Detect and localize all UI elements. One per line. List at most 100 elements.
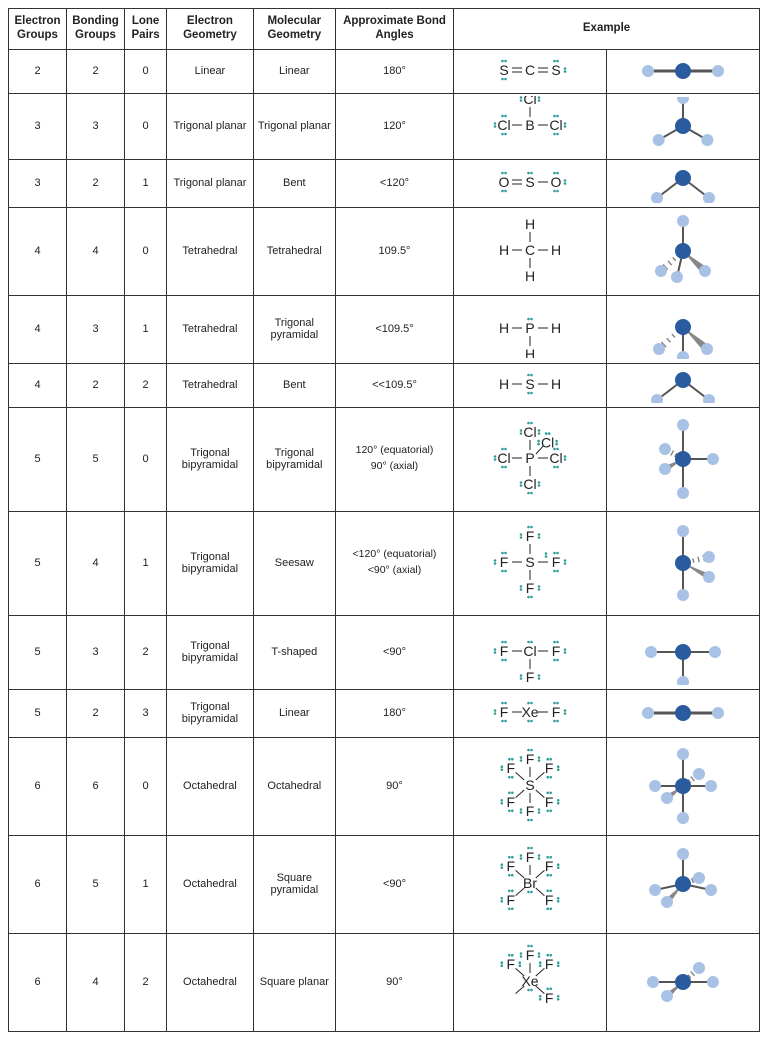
cell-bond-angles: <120° [335, 159, 453, 207]
svg-text:F: F [526, 528, 535, 544]
cell-lewis-structure: BrFFFFF [454, 835, 607, 933]
svg-text:Br: Br [523, 875, 537, 891]
cell-bond-angles: 90° [335, 737, 453, 835]
cell-bond-angles: <<109.5° [335, 363, 453, 407]
cell-electron-geometry: Tetrahedral [167, 363, 253, 407]
cell-bond-angles: <120° (equatorial)<90° (axial) [335, 511, 453, 615]
cell-bond-angles: <90° [335, 835, 453, 933]
svg-text:F: F [507, 858, 516, 874]
svg-text:F: F [552, 554, 561, 570]
cell-bonding-groups: 2 [67, 689, 125, 737]
cell-electron-groups: 3 [9, 159, 67, 207]
cell-lewis-structure: CSS [454, 49, 607, 93]
cell-electron-groups: 2 [9, 49, 67, 93]
cell-ball-stick-model [607, 737, 760, 835]
svg-text:F: F [526, 803, 535, 819]
svg-text:H: H [499, 376, 509, 392]
svg-text:F: F [526, 849, 535, 865]
cell-lone-pairs: 2 [125, 933, 167, 1031]
cell-molecular-geometry: Trigonal planar [253, 93, 335, 159]
cell-electron-geometry: Linear [167, 49, 253, 93]
svg-text:H: H [525, 216, 535, 232]
cell-ball-stick-model [607, 835, 760, 933]
cell-molecular-geometry: Bent [253, 159, 335, 207]
cell-lone-pairs: 1 [125, 511, 167, 615]
cell-electron-geometry: Octahedral [167, 835, 253, 933]
cell-lone-pairs: 2 [125, 615, 167, 689]
svg-text:H: H [551, 376, 561, 392]
table-row: 651OctahedralSquare pyramidal<90°BrFFFFF [9, 835, 760, 933]
svg-text:H: H [525, 268, 535, 284]
cell-electron-groups: 4 [9, 295, 67, 363]
cell-electron-groups: 5 [9, 511, 67, 615]
cell-ball-stick-model [607, 159, 760, 207]
cell-ball-stick-model [607, 207, 760, 295]
table-row: 541Trigonal bipyramidalSeesaw<120° (equa… [9, 511, 760, 615]
cell-molecular-geometry: Octahedral [253, 737, 335, 835]
cell-bonding-groups: 5 [67, 835, 125, 933]
cell-ball-stick-model [607, 511, 760, 615]
cell-lewis-structure: XeFF [454, 689, 607, 737]
table-row: 550Trigonal bipyramidalTrigonal bipyrami… [9, 407, 760, 511]
cell-electron-geometry: Trigonal planar [167, 93, 253, 159]
table-body: 220LinearLinear180°CSS330Trigonal planar… [9, 49, 760, 1031]
svg-text:F: F [507, 793, 516, 809]
svg-text:H: H [551, 242, 561, 258]
svg-text:S: S [525, 554, 534, 570]
svg-text:F: F [526, 947, 535, 963]
cell-bond-angles: 180° [335, 689, 453, 737]
svg-text:F: F [545, 760, 554, 776]
cell-bonding-groups: 3 [67, 93, 125, 159]
svg-text:O: O [499, 174, 510, 190]
cell-bonding-groups: 6 [67, 737, 125, 835]
svg-text:H: H [525, 346, 535, 358]
cell-ball-stick-model [607, 363, 760, 407]
table-row: 523Trigonal bipyramidalLinear180°XeFF [9, 689, 760, 737]
cell-electron-groups: 4 [9, 207, 67, 295]
svg-text:Xe: Xe [521, 704, 538, 720]
cell-bonding-groups: 4 [67, 511, 125, 615]
cell-molecular-geometry: Trigonal bipyramidal [253, 407, 335, 511]
svg-text:F: F [552, 704, 561, 720]
svg-text:F: F [545, 793, 554, 809]
cell-electron-groups: 5 [9, 615, 67, 689]
svg-text:S: S [551, 62, 560, 78]
cell-molecular-geometry: Square planar [253, 933, 335, 1031]
cell-molecular-geometry: T-shaped [253, 615, 335, 689]
th-molecular-geometry: Molecular Geometry [253, 9, 335, 50]
cell-bonding-groups: 2 [67, 49, 125, 93]
cell-electron-groups: 6 [9, 835, 67, 933]
cell-lone-pairs: 0 [125, 207, 167, 295]
cell-lewis-structure: BClClCl [454, 93, 607, 159]
th-lone-pairs: Lone Pairs [125, 9, 167, 50]
svg-text:H: H [499, 320, 509, 336]
svg-text:F: F [545, 989, 554, 1005]
svg-text:F: F [526, 669, 535, 684]
svg-text:H: H [499, 242, 509, 258]
cell-bond-angles: 180° [335, 49, 453, 93]
cell-electron-geometry: Trigonal bipyramidal [167, 615, 253, 689]
cell-ball-stick-model [607, 689, 760, 737]
th-bond-angles: Approximate Bond Angles [335, 9, 453, 50]
th-electron-geometry: Electron Geometry [167, 9, 253, 50]
svg-text:Xe: Xe [521, 973, 538, 989]
table-row: 660OctahedralOctahedral90°SFFFFFF [9, 737, 760, 835]
cell-bonding-groups: 2 [67, 159, 125, 207]
svg-text:Cl: Cl [497, 450, 510, 466]
svg-text:F: F [552, 643, 561, 659]
cell-lewis-structure: PHHH [454, 295, 607, 363]
cell-electron-groups: 3 [9, 93, 67, 159]
svg-text:S: S [525, 174, 534, 190]
svg-text:C: C [525, 242, 535, 258]
cell-bonding-groups: 3 [67, 615, 125, 689]
svg-text:Cl: Cl [541, 434, 554, 450]
svg-text:Cl: Cl [523, 476, 536, 492]
cell-electron-groups: 6 [9, 933, 67, 1031]
cell-lewis-structure: ClFFF [454, 615, 607, 689]
cell-molecular-geometry: Bent [253, 363, 335, 407]
cell-bonding-groups: 4 [67, 933, 125, 1031]
cell-ball-stick-model [607, 407, 760, 511]
cell-ball-stick-model [607, 615, 760, 689]
cell-bond-angles: <109.5° [335, 295, 453, 363]
cell-lewis-structure: SHH [454, 363, 607, 407]
